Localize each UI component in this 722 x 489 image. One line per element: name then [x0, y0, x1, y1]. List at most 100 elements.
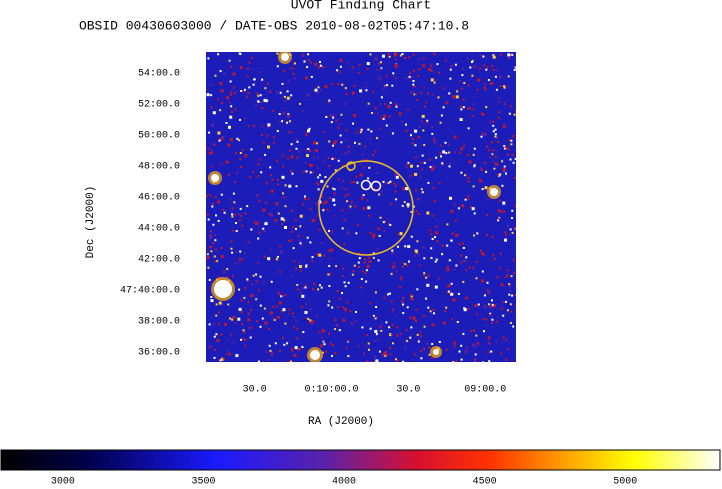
sky-pixel — [412, 53, 415, 56]
sky-pixel — [379, 103, 382, 106]
sky-pixel — [252, 83, 255, 86]
sky-pixel — [290, 170, 293, 173]
sky-pixel — [394, 58, 397, 61]
sky-pixel — [458, 243, 461, 245]
sky-pixel — [347, 150, 350, 153]
sky-pixel — [288, 67, 291, 70]
sky-pixel — [282, 308, 286, 312]
sky-pixel — [467, 180, 470, 183]
sky-pixel — [490, 141, 493, 144]
sky-pixel — [239, 207, 242, 210]
sky-pixel — [219, 359, 222, 362]
sky-pixel — [264, 202, 267, 204]
sky-pixel — [448, 151, 451, 154]
sky-pixel — [243, 88, 246, 91]
sky-pixel — [338, 178, 341, 181]
sky-pixel — [415, 320, 418, 322]
sky-pixel — [505, 358, 508, 361]
sky-pixel — [419, 334, 422, 337]
sky-pixel — [207, 57, 210, 60]
sky-pixel — [396, 334, 398, 337]
sky-pixel — [214, 74, 217, 77]
sky-pixel — [224, 322, 228, 326]
sky-pixel — [399, 232, 403, 236]
sky-pixel — [305, 76, 308, 79]
sky-pixel — [364, 272, 367, 275]
sky-pixel — [428, 353, 431, 356]
sky-pixel — [292, 316, 295, 319]
sky-pixel — [467, 107, 470, 110]
sky-pixel — [297, 288, 300, 291]
sky-pixel — [453, 135, 457, 139]
sky-pixel — [492, 160, 495, 163]
sky-pixel — [449, 162, 452, 165]
sky-pixel — [261, 78, 264, 81]
sky-pixel — [384, 85, 387, 88]
sky-pixel — [387, 293, 389, 296]
sky-pixel — [328, 165, 331, 168]
sky-pixel — [329, 197, 332, 199]
sky-pixel — [431, 343, 434, 345]
sky-pixel — [460, 344, 463, 347]
sky-pixel — [444, 141, 447, 144]
sky-pixel — [274, 220, 277, 222]
sky-pixel — [282, 154, 285, 157]
sky-pixel — [234, 108, 237, 111]
sky-pixel — [314, 62, 318, 66]
sky-pixel — [412, 83, 415, 86]
sky-pixel — [303, 198, 306, 201]
x-tick-label: 30.0 — [396, 385, 420, 396]
sky-pixel — [422, 57, 425, 60]
sky-pixel — [492, 55, 496, 59]
sky-pixel — [397, 245, 399, 248]
sky-pixel — [368, 214, 370, 217]
sky-pixel — [210, 84, 213, 87]
sky-pixel — [399, 54, 402, 57]
sky-pixel — [281, 82, 284, 85]
sky-pixel — [433, 53, 436, 56]
sky-pixel — [339, 65, 342, 68]
sky-pixel — [325, 116, 328, 118]
sky-pixel — [491, 236, 494, 239]
sky-pixel — [479, 54, 482, 57]
sky-pixel — [284, 322, 287, 325]
sky-pixel — [377, 259, 380, 262]
sky-pixel — [247, 312, 250, 315]
sky-pixel — [486, 214, 488, 217]
sky-pixel — [374, 150, 377, 153]
sky-pixel — [298, 239, 301, 242]
sky-pixel — [387, 53, 390, 55]
sky-pixel — [450, 282, 453, 285]
sky-pixel — [494, 304, 497, 307]
sky-pixel — [462, 332, 465, 335]
sky-pixel — [372, 256, 375, 259]
sky-pixel — [493, 167, 496, 170]
sky-pixel — [258, 71, 261, 74]
sky-pixel — [243, 296, 246, 299]
sky-pixel — [212, 223, 215, 226]
sky-pixel — [401, 120, 404, 123]
sky-pixel — [409, 72, 412, 74]
sky-pixel — [311, 171, 314, 174]
sky-pixel — [271, 214, 274, 217]
sky-pixel — [444, 310, 447, 312]
sky-pixel — [497, 219, 500, 222]
sky-pixel — [501, 160, 504, 163]
sky-pixel — [378, 193, 381, 196]
sky-pixel — [489, 305, 493, 309]
sky-pixel — [227, 303, 230, 306]
sky-pixel — [461, 204, 465, 208]
y-tick-label: 38:00.0 — [138, 317, 180, 328]
sky-pixel — [239, 166, 242, 168]
sky-pixel — [316, 142, 318, 145]
sky-pixel — [266, 134, 269, 137]
sky-pixel — [404, 263, 407, 266]
sky-pixel — [351, 66, 354, 69]
sky-pixel — [410, 235, 413, 238]
sky-pixel — [323, 159, 326, 162]
sky-pixel — [485, 68, 488, 71]
sky-pixel — [401, 53, 404, 56]
sky-pixel — [269, 166, 272, 169]
sky-pixel — [256, 92, 259, 95]
sky-pixel — [366, 264, 370, 268]
